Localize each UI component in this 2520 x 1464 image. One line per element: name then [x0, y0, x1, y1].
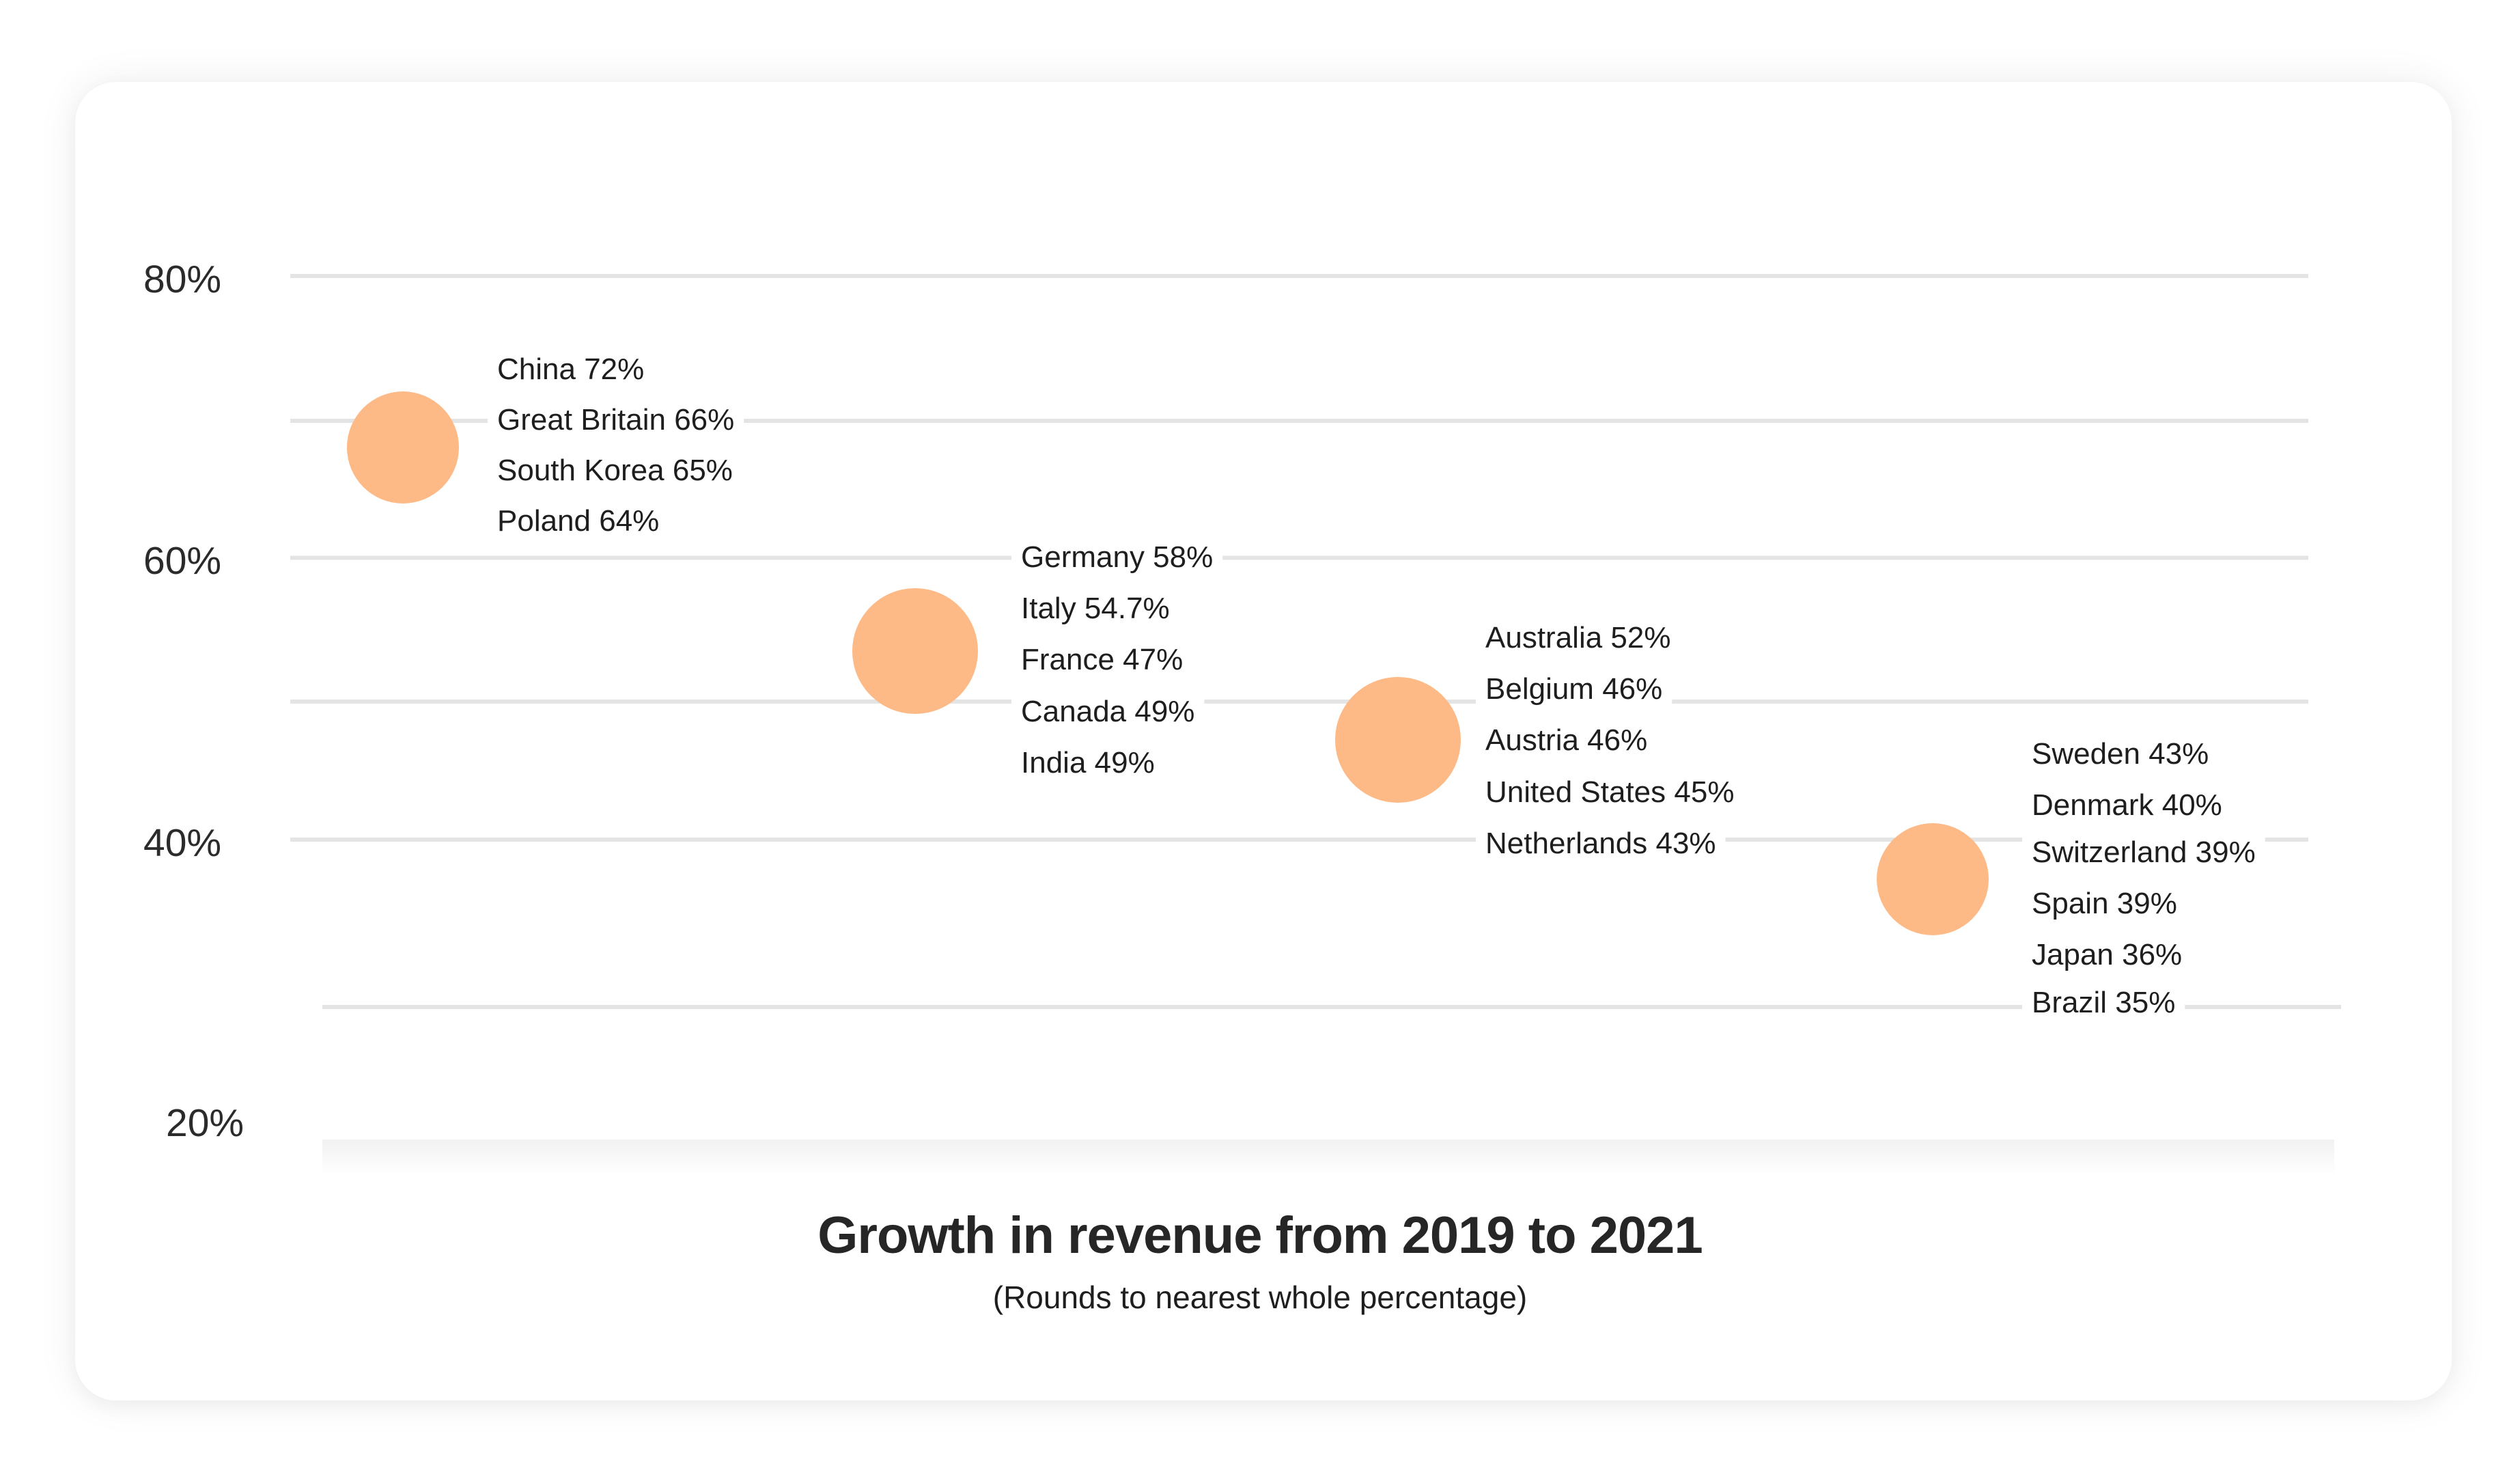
- data-label: Sweden 43%: [2032, 737, 2209, 771]
- bubbles: [347, 391, 1989, 935]
- label-backing: [1011, 641, 1193, 678]
- data-label: Italy 54.7%: [1021, 592, 1170, 625]
- data-label: Brazil 35%: [2032, 986, 2175, 1019]
- data-label: Spain 39%: [2032, 887, 2177, 920]
- y-tick-label: 40%: [143, 821, 221, 865]
- data-label: Germany 58%: [1021, 540, 1213, 574]
- data-label: India 49%: [1021, 746, 1155, 779]
- data-labels: China 72% Great Britain 66% South Korea 65…: [488, 351, 2265, 1021]
- data-label: France 47%: [1021, 643, 1183, 676]
- label-backing: [488, 351, 654, 387]
- label-backing: [2022, 736, 2219, 772]
- bubble: [852, 588, 978, 714]
- label-backing: [2022, 984, 2185, 1021]
- data-label: Australia 52%: [1485, 621, 1670, 654]
- data-label: China 72%: [497, 353, 644, 386]
- data-label: Poland 64%: [497, 504, 659, 538]
- label-backing: [2022, 787, 2232, 823]
- label-backing: [1476, 671, 1672, 707]
- label-backing: [488, 452, 742, 488]
- label-backing: [2022, 937, 2192, 973]
- y-tick-label: 20%: [166, 1101, 244, 1145]
- bubble: [1335, 677, 1461, 803]
- bubble: [1877, 823, 1989, 935]
- y-tick-label: 60%: [143, 539, 221, 583]
- data-label: Great Britain 66%: [497, 403, 734, 437]
- label-backing: [1476, 620, 1681, 656]
- y-tick-label: 80%: [143, 258, 221, 301]
- y-axis: 80% 60% 40% 20%: [143, 258, 244, 1145]
- label-backing: [2022, 885, 2187, 922]
- label-backing: [1011, 693, 1205, 730]
- data-label: Japan 36%: [2032, 938, 2182, 971]
- data-label: Belgium 46%: [1485, 672, 1662, 706]
- label-backing: [1476, 774, 1744, 810]
- label-backing: [488, 503, 669, 539]
- data-label: Austria 46%: [1485, 723, 1647, 757]
- label-backing: [1011, 590, 1179, 626]
- label-backing: [1011, 745, 1164, 781]
- label-backing: [2022, 834, 2265, 870]
- chart-subtitle: (Rounds to nearest whole percentage): [992, 1280, 1528, 1315]
- label-backing: [1476, 825, 1726, 861]
- data-label: Switzerland 39%: [2032, 835, 2256, 869]
- chart-baseline-shadow: [322, 1140, 2334, 1175]
- label-backing: [488, 402, 744, 438]
- data-label: United States 45%: [1485, 775, 1734, 809]
- data-label: Canada 49%: [1021, 695, 1194, 728]
- data-label: South Korea 65%: [497, 454, 733, 487]
- data-label: Netherlands 43%: [1485, 827, 1716, 860]
- bubble: [347, 391, 459, 503]
- chart-title: Growth in revenue from 2019 to 2021: [817, 1206, 1703, 1265]
- label-backing: [1476, 722, 1657, 758]
- label-backing: [1011, 539, 1223, 575]
- data-label: Denmark 40%: [2032, 788, 2222, 822]
